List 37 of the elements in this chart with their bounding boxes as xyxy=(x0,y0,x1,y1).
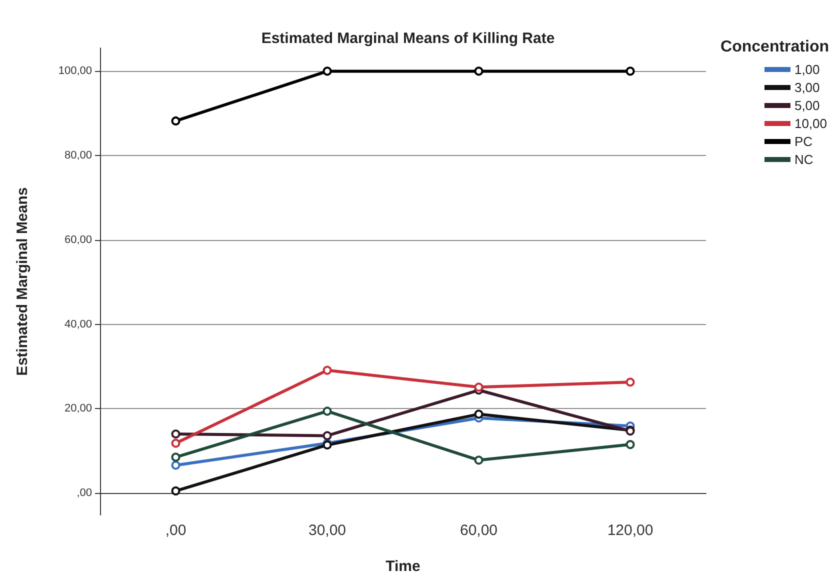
y-tick-label: ,00 xyxy=(76,487,92,500)
point xyxy=(322,406,332,416)
point xyxy=(474,456,484,465)
point xyxy=(171,430,180,438)
legend-label: 1,00 xyxy=(794,62,820,77)
point xyxy=(626,378,635,387)
x-tick-label: 30,00 xyxy=(308,522,346,539)
point xyxy=(171,486,180,496)
point xyxy=(171,460,180,470)
y-tick-label: 100,00 xyxy=(58,65,92,78)
point xyxy=(171,116,180,126)
point xyxy=(322,66,332,76)
chart-title: Estimated Marginal Means of Killing Rate xyxy=(261,30,555,47)
x-tick-label: ,00 xyxy=(165,522,186,539)
legend-label: PC xyxy=(794,134,813,149)
point xyxy=(171,452,180,462)
point xyxy=(322,366,332,375)
legend-title: Concentration xyxy=(720,38,830,56)
point xyxy=(626,440,635,450)
point xyxy=(474,410,484,419)
point xyxy=(626,66,635,76)
legend-label: 3,00 xyxy=(794,80,820,95)
point xyxy=(322,431,332,440)
x-tick-label: 60,00 xyxy=(460,522,498,539)
y-tick-label: 20,00 xyxy=(64,402,92,415)
point xyxy=(474,66,484,76)
point xyxy=(171,438,180,448)
point xyxy=(474,382,484,392)
legend-label: 10,00 xyxy=(794,116,828,131)
y-tick-label: 80,00 xyxy=(64,150,92,162)
y-tick-label: 40,00 xyxy=(64,318,92,330)
y-axis-title: Estimated Marginal Means xyxy=(14,187,31,376)
x-tick-label: 120,00 xyxy=(607,522,654,539)
x-axis-title: Time xyxy=(386,558,420,575)
legend-label: NC xyxy=(794,152,814,167)
y-tick-label: 60,00 xyxy=(64,234,92,246)
legend-label: 5,00 xyxy=(794,98,820,113)
